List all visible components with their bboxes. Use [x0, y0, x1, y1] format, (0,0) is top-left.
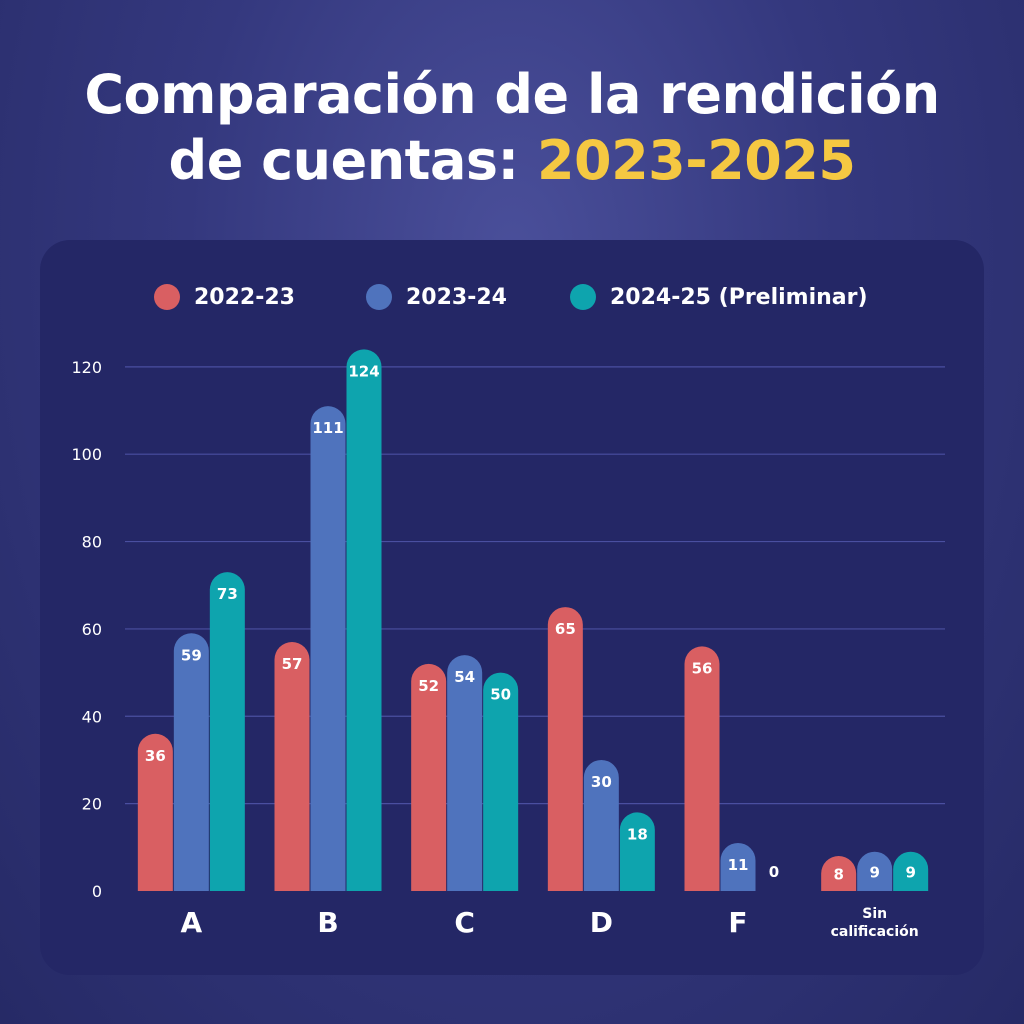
data-label: 54 [454, 668, 475, 686]
bar-2023-24-0 [173, 633, 209, 891]
bar-2023-24-4 [720, 842, 756, 891]
data-label: 36 [145, 747, 166, 765]
y-tick-label: 0 [92, 882, 102, 901]
bar-2022-23-2 [411, 663, 447, 891]
bar-2024-25-5 [893, 851, 929, 891]
data-label: 57 [282, 655, 303, 673]
data-label: 18 [627, 825, 648, 843]
data-label: 11 [728, 856, 749, 874]
bar-2023-24-3 [583, 759, 619, 891]
data-label: 0 [769, 863, 779, 881]
bar-2024-25-1 [346, 349, 382, 891]
bar-2024-25-2 [483, 672, 519, 891]
chart-legend: 2022-23 2023-24 2024-25 (Preliminar) [0, 284, 1024, 318]
bar-2022-23-0 [137, 733, 173, 891]
data-label: 65 [555, 620, 576, 638]
legend-item-2024-25: 2024-25 (Preliminar) [570, 284, 868, 310]
title-line-2-prefix: de cuentas: [168, 129, 537, 192]
y-tick-label: 60 [82, 620, 102, 639]
y-tick-label: 100 [71, 445, 102, 464]
data-label: 56 [692, 659, 713, 677]
legend-label-2022-23: 2022-23 [194, 284, 295, 310]
data-label: 124 [348, 362, 379, 380]
title-year-range: 2023-2025 [536, 129, 856, 192]
data-label: 8 [833, 866, 843, 884]
bar-2022-23-4 [684, 646, 720, 891]
x-tick-label: Sin calificación [831, 906, 919, 940]
bar-2024-25-3 [619, 812, 655, 891]
y-tick-label: 120 [71, 358, 102, 377]
legend-label-2024-25: 2024-25 (Preliminar) [610, 284, 868, 310]
y-tick-label: 40 [82, 707, 102, 726]
bar-2023-24-2 [447, 655, 483, 891]
bar-2024-25-0 [209, 572, 245, 891]
data-label: 50 [490, 686, 511, 704]
y-tick-label: 80 [82, 533, 102, 552]
x-tick-label: C [454, 906, 475, 939]
data-label: 9 [869, 863, 879, 881]
bar-2023-24-1 [310, 406, 346, 891]
legend-swatch-2022-23 [154, 284, 180, 310]
data-label: 9 [905, 863, 915, 881]
chart-title: Comparación de la rendición de cuentas: … [0, 62, 1024, 194]
title-line-2: de cuentas: 2023-2025 [0, 128, 1024, 194]
legend-swatch-2023-24 [366, 284, 392, 310]
x-tick-label: A [180, 906, 202, 939]
legend-item-2022-23: 2022-23 [154, 284, 295, 310]
bar-2022-23-5 [821, 856, 857, 891]
y-tick-label: 20 [82, 795, 102, 814]
bar-2022-23-1 [274, 642, 310, 891]
legend-swatch-2024-25 [570, 284, 596, 310]
data-label: 73 [217, 585, 238, 603]
data-label: 52 [418, 677, 439, 695]
x-tick-label: B [317, 906, 338, 939]
x-tick-label: D [590, 906, 613, 939]
title-line-1: Comparación de la rendición [84, 63, 940, 126]
legend-item-2023-24: 2023-24 [366, 284, 507, 310]
x-tick-label: F [728, 906, 747, 939]
data-label: 59 [181, 646, 202, 664]
data-label: 111 [312, 419, 343, 437]
bar-2023-24-5 [857, 851, 893, 891]
legend-label-2023-24: 2023-24 [406, 284, 507, 310]
data-label: 30 [591, 773, 612, 791]
bar-2022-23-3 [547, 607, 583, 891]
